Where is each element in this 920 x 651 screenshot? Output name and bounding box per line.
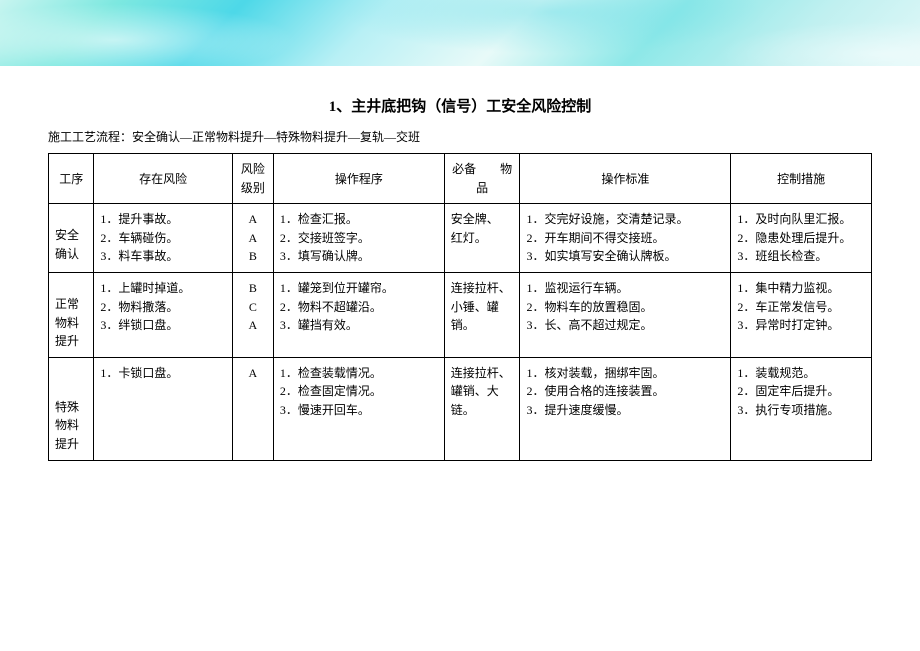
cell-procedure: 1．罐笼到位开罐帘。 2．物料不超罐沿。 3．罐挡有效。 (273, 272, 444, 357)
cell-standard: 1．交完好设施，交清楚记录。 2．开车期间不得交接班。 3．如实填写安全确认牌板… (520, 204, 731, 273)
cell-items: 安全牌、 红灯。 (444, 204, 520, 273)
cell-risk: 1．卡锁口盘。 (94, 357, 232, 460)
cell-items: 连接拉杆、 小锤、罐 销。 (444, 272, 520, 357)
document-content: 1、主井底把钩（信号）工安全风险控制 施工工艺流程：安全确认—正常物料提升—特殊… (0, 95, 920, 461)
cell-level: A A B (232, 204, 273, 273)
decorative-header-background (0, 0, 920, 66)
document-title: 1、主井底把钩（信号）工安全风险控制 (48, 95, 872, 116)
cell-items: 连接拉杆、 罐销、大 链。 (444, 357, 520, 460)
cell-risk: 1．上罐时掉道。 2．物料撒落。 3．绊锁口盘。 (94, 272, 232, 357)
cell-risk: 1．提升事故。 2．车辆碰伤。 3．料车事故。 (94, 204, 232, 273)
cell-step: 安全 确认 (49, 204, 94, 273)
col-header-level: 风险 级别 (232, 154, 273, 204)
col-header-step: 工序 (49, 154, 94, 204)
table-header-row: 工序 存在风险 风险 级别 操作程序 必备 物 品 操作标准 控制措施 (49, 154, 872, 204)
col-header-control: 控制措施 (731, 154, 872, 204)
col-header-risk: 存在风险 (94, 154, 232, 204)
col-header-procedure: 操作程序 (273, 154, 444, 204)
table-row: 正常 物料 提升 1．上罐时掉道。 2．物料撒落。 3．绊锁口盘。 B C A … (49, 272, 872, 357)
cell-procedure: 1．检查装载情况。 2．检查固定情况。 3．慢速开回车。 (273, 357, 444, 460)
risk-control-table: 工序 存在风险 风险 级别 操作程序 必备 物 品 操作标准 控制措施 安全 确… (48, 153, 872, 461)
cell-standard: 1．核对装载，捆绑牢固。 2．使用合格的连接装置。 3．提升速度缓慢。 (520, 357, 731, 460)
process-flow-line: 施工工艺流程：安全确认—正常物料提升—特殊物料提升—复轨—交班 (48, 128, 872, 145)
table-row: 特殊 物料 提升 1．卡锁口盘。 A 1．检查装载情况。 2．检查固定情况。 3… (49, 357, 872, 460)
col-header-items: 必备 物 品 (444, 154, 520, 204)
cell-control: 1．装载规范。 2．固定牢后提升。 3．执行专项措施。 (731, 357, 872, 460)
cell-level: A (232, 357, 273, 460)
col-header-standard: 操作标准 (520, 154, 731, 204)
cell-control: 1．集中精力监视。 2．车正常发信号。 3．异常时打定钟。 (731, 272, 872, 357)
cell-step: 正常 物料 提升 (49, 272, 94, 357)
cell-level: B C A (232, 272, 273, 357)
cell-standard: 1．监视运行车辆。 2．物料车的放置稳固。 3．长、高不超过规定。 (520, 272, 731, 357)
cell-procedure: 1．检查汇报。 2．交接班签字。 3．填写确认牌。 (273, 204, 444, 273)
cell-control: 1．及时向队里汇报。 2．隐患处理后提升。 3．班组长检查。 (731, 204, 872, 273)
table-row: 安全 确认 1．提升事故。 2．车辆碰伤。 3．料车事故。 A A B 1．检查… (49, 204, 872, 273)
cell-step: 特殊 物料 提升 (49, 357, 94, 460)
